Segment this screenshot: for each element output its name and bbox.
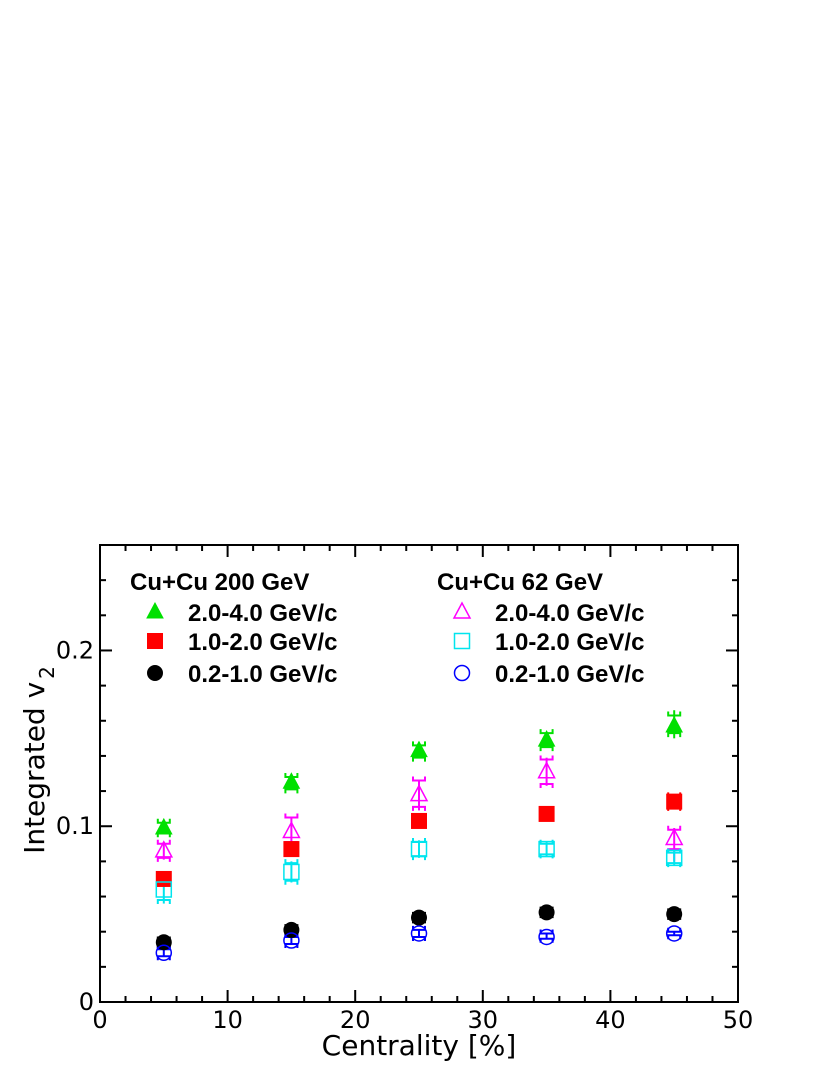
sys-error-bracket <box>156 839 171 845</box>
legend-marker <box>453 664 471 682</box>
y-tick-label: 0 <box>79 988 94 1016</box>
x-tick-label: 20 <box>340 1006 371 1034</box>
legend-title: Cu+Cu 62 GeV <box>437 569 603 596</box>
sys-error-bracket <box>539 755 554 761</box>
sys-error-bracket <box>412 776 426 782</box>
sys-error-bracket <box>156 856 171 862</box>
plot-frame <box>99 544 739 1003</box>
data-point <box>282 772 301 789</box>
x-tick-label: 0 <box>92 1006 107 1034</box>
legend-label: 2.0-4.0 GeV/c <box>188 600 337 627</box>
legend-marker <box>146 601 164 619</box>
data-point <box>283 863 300 881</box>
data-point <box>666 906 683 923</box>
data-point <box>665 925 683 942</box>
y-axis-title: Integrated v 2 <box>18 666 59 854</box>
data-point <box>155 944 173 962</box>
legend-title: Cu+Cu 200 GeV <box>130 569 309 596</box>
legend-marker <box>453 632 471 650</box>
data-point <box>411 909 427 926</box>
data-point <box>154 817 173 835</box>
sys-error-bracket <box>284 788 299 794</box>
legend-label: 0.2-1.0 GeV/c <box>188 661 337 688</box>
data-point <box>665 715 684 733</box>
data-point <box>282 820 301 839</box>
data-point <box>409 783 429 802</box>
sys-error-bracket <box>412 756 426 762</box>
sys-error-bracket <box>284 859 299 865</box>
data-point <box>410 740 428 758</box>
sys-error-bracket <box>284 879 299 885</box>
x-tick-label: 10 <box>212 1006 243 1034</box>
data-point <box>664 827 684 846</box>
data-point <box>665 849 683 867</box>
data-point <box>155 870 172 887</box>
data-markers <box>154 715 684 962</box>
data-point <box>538 840 555 858</box>
data-point <box>410 840 428 858</box>
data-point <box>538 928 555 946</box>
data-point <box>283 932 300 949</box>
legend-marker <box>147 665 163 681</box>
y-tick-label: 0.2 <box>56 636 94 664</box>
sys-error-bracket <box>412 805 426 811</box>
data-point <box>283 841 300 858</box>
data-point <box>666 793 683 810</box>
legend-marker <box>147 633 163 649</box>
legend-label: 0.2-1.0 GeV/c <box>495 661 644 688</box>
sys-error-bracket <box>667 732 682 738</box>
legend-marker <box>452 601 472 619</box>
sys-error-bracket <box>156 899 171 905</box>
data-point <box>537 761 556 779</box>
data-point <box>538 805 555 822</box>
data-point <box>538 904 555 921</box>
axis-tick-labels: 0 10 20 30 40 50 0 0.1 0.2 <box>56 636 753 1034</box>
legend-label: 1.0-2.0 GeV/c <box>495 629 644 656</box>
y-axis-title-main: Integrated v <box>18 682 51 854</box>
data-point <box>411 812 427 829</box>
x-tick-label: 30 <box>468 1006 499 1034</box>
x-axis-title: Centrality [%] <box>322 1029 517 1062</box>
legend-label: 2.0-4.0 GeV/c <box>495 600 644 627</box>
y-tick-label: 0.1 <box>56 812 94 840</box>
data-point <box>537 730 556 747</box>
data-point <box>155 881 173 898</box>
x-tick-label: 40 <box>595 1006 626 1034</box>
data-point <box>410 925 428 942</box>
legend-label: 1.0-2.0 GeV/c <box>188 629 337 656</box>
sys-error-bracket <box>284 813 299 819</box>
sys-error-bracket <box>667 711 682 717</box>
sys-error-bracket <box>539 746 554 752</box>
data-point <box>154 840 174 858</box>
y-axis-title-subscript: 2 <box>35 666 59 679</box>
x-tick-label: 50 <box>723 1006 754 1034</box>
sys-error-bracket <box>539 783 554 789</box>
